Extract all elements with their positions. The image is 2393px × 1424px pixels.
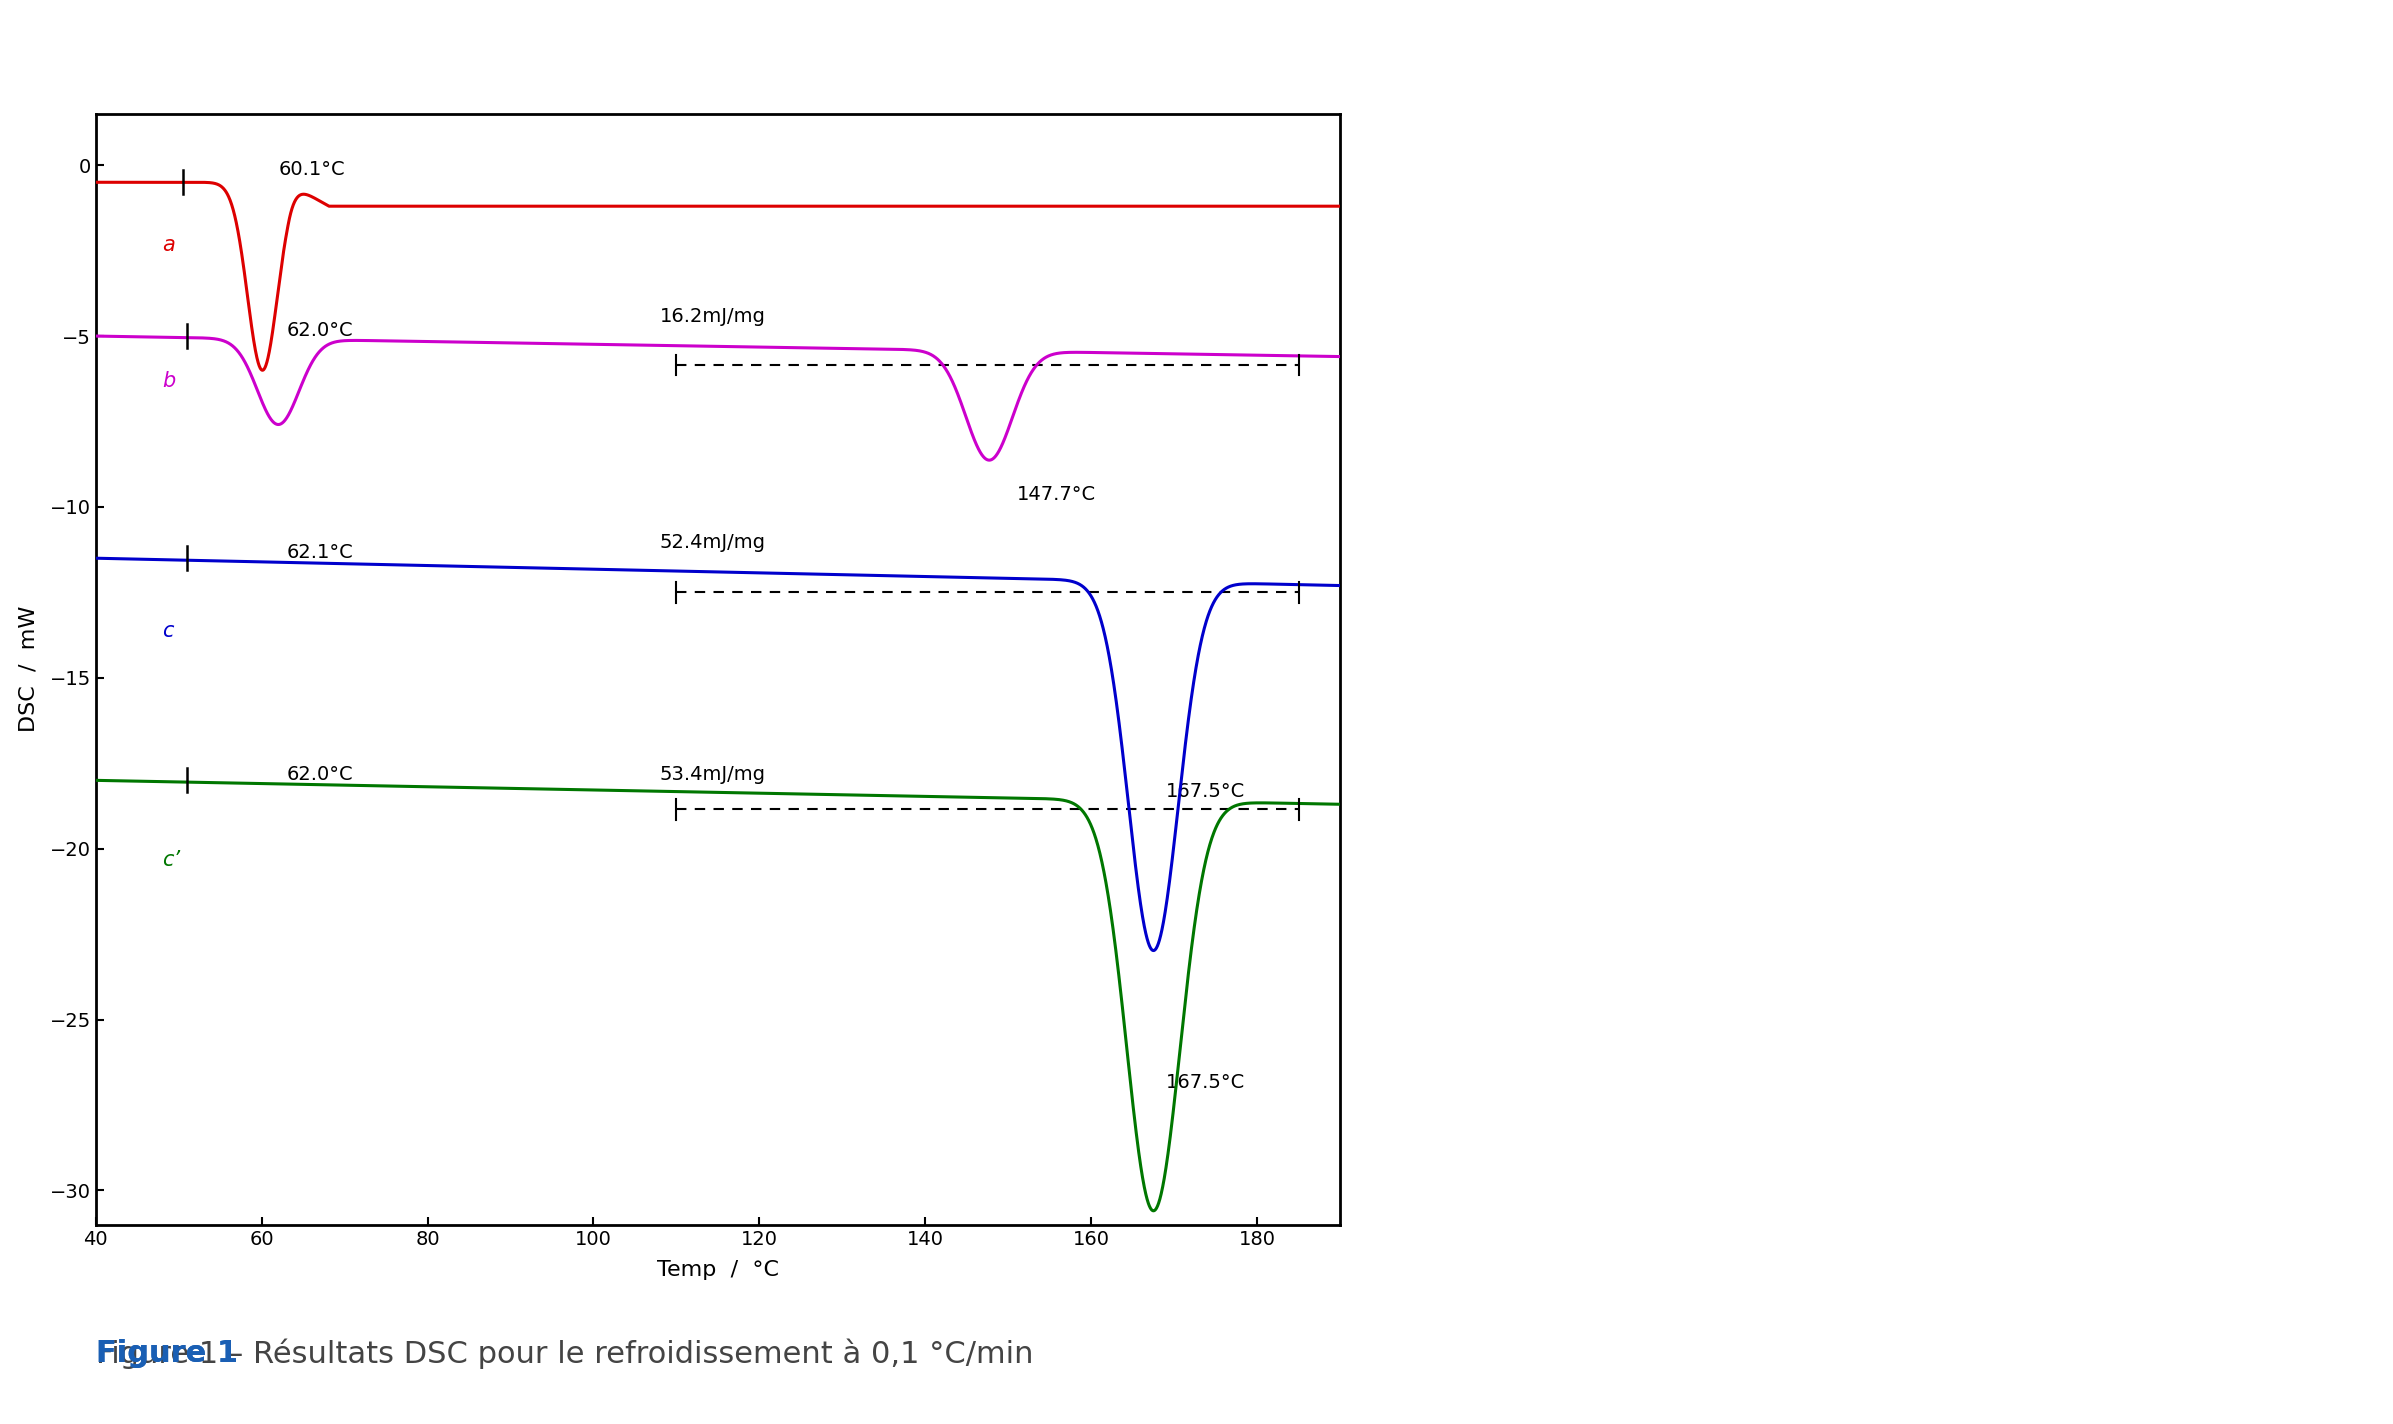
Text: 52.4mJ/mg: 52.4mJ/mg (660, 533, 766, 553)
Text: 167.5°C: 167.5°C (1165, 782, 1244, 802)
Text: 62.0°C: 62.0°C (287, 320, 354, 340)
Y-axis label: DSC  /  mW: DSC / mW (19, 607, 38, 732)
Text: 53.4mJ/mg: 53.4mJ/mg (660, 765, 766, 785)
X-axis label: Temp  /  °C: Temp / °C (658, 1260, 778, 1280)
Text: 62.0°C: 62.0°C (287, 765, 354, 785)
Text: Figure 1: Figure 1 (96, 1339, 237, 1367)
Text: 60.1°C: 60.1°C (278, 161, 345, 179)
Text: c’: c’ (163, 850, 179, 870)
Text: 16.2mJ/mg: 16.2mJ/mg (660, 308, 766, 326)
Text: 147.7°C: 147.7°C (1017, 486, 1096, 504)
Text: c: c (163, 621, 175, 641)
Text: b: b (163, 372, 175, 392)
Text: 62.1°C: 62.1°C (287, 543, 354, 562)
Text: 167.5°C: 167.5°C (1165, 1072, 1244, 1092)
Text: Figure 1: Figure 1 (96, 1339, 237, 1367)
Text: Figure 1 – Résultats DSC pour le refroidissement à 0,1 °C/min: Figure 1 – Résultats DSC pour le refroid… (96, 1339, 1034, 1368)
Text: a: a (163, 235, 175, 255)
